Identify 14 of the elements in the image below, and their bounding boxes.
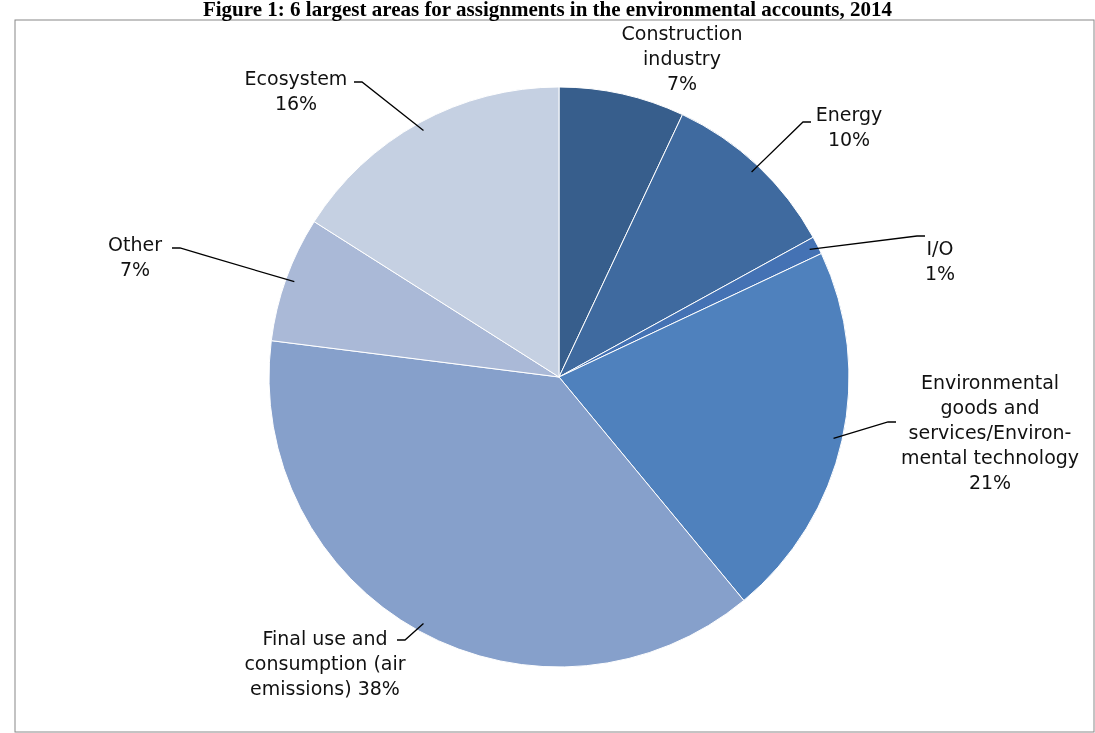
slice-label: Environmental goods and services/Environ- mental technology	[900, 371, 1080, 468]
data-label: 7%	[119, 258, 151, 280]
data-label: 21%	[968, 471, 1012, 493]
slice-label: Ecosystem	[244, 67, 348, 89]
slice-label: Other	[108, 233, 163, 255]
data-label: 7%	[666, 72, 698, 94]
chart-title: Figure 1: 6 largest areas for assignments in the environmental accounts, 2014	[202, 0, 893, 21]
slice-label: Final use and consumption (air emissions) 38%	[244, 627, 406, 699]
slice-label: Energy	[815, 103, 883, 125]
data-label: 10%	[827, 128, 871, 150]
slice-label: I/O	[926, 237, 954, 259]
slice-label: Construction industry	[621, 22, 743, 69]
data-label: 16%	[274, 92, 318, 114]
data-label: 1%	[924, 262, 956, 284]
